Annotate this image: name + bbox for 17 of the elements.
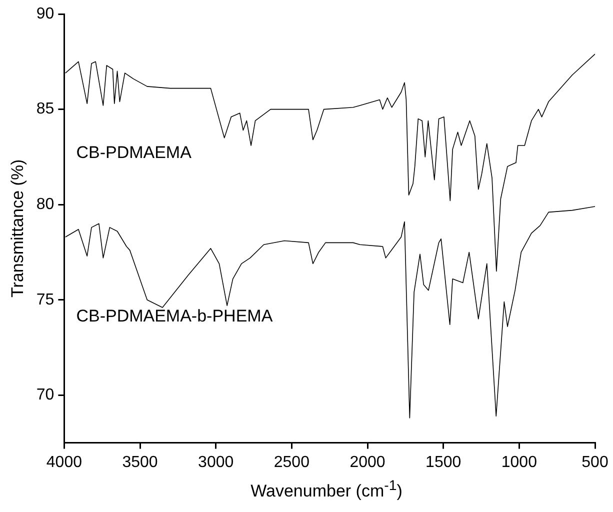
series-label: CB-PDMAEMA bbox=[76, 142, 192, 162]
x-tick-label: 3000 bbox=[198, 454, 234, 471]
x-tick-label: 3500 bbox=[122, 454, 158, 471]
y-tick-label: 90 bbox=[36, 5, 54, 22]
y-tick-label: 70 bbox=[36, 386, 54, 404]
x-tick-label: 1000 bbox=[501, 454, 538, 471]
y-axis-title: Transmittance (%) bbox=[8, 159, 27, 298]
x-tick-label: 1500 bbox=[426, 454, 462, 471]
y-tick-label: 75 bbox=[36, 291, 54, 308]
series-label: CB-PDMAEMA-b-PHEMA bbox=[76, 306, 274, 326]
x-tick-label: 2000 bbox=[350, 454, 386, 471]
x-tick-label: 500 bbox=[582, 454, 608, 471]
y-tick-label: 85 bbox=[36, 100, 54, 118]
y-tick-label: 80 bbox=[36, 196, 54, 213]
x-tick-label: 4000 bbox=[46, 454, 82, 471]
x-tick-label: 2500 bbox=[274, 454, 310, 471]
x-axis-title: Wavenumber (cm$^{-1}$) bbox=[250, 478, 404, 502]
